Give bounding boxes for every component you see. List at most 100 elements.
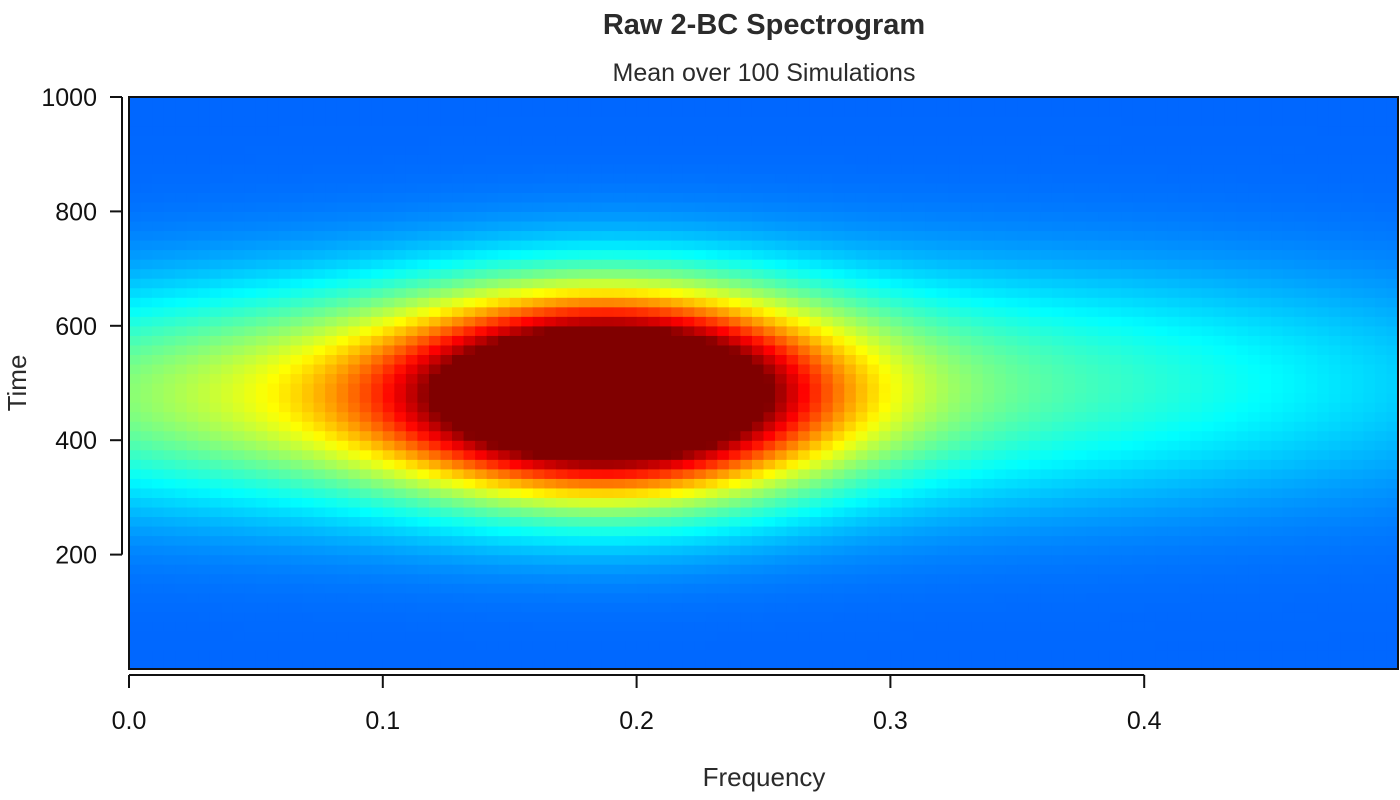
heatmap-cell xyxy=(705,306,718,317)
heatmap-cell xyxy=(890,363,903,375)
heatmap-cell xyxy=(452,173,465,184)
heatmap-cell xyxy=(394,182,407,193)
heatmap-cell xyxy=(694,516,707,527)
heatmap-cell xyxy=(1005,649,1018,661)
heatmap-cell xyxy=(648,240,661,251)
heatmap-cell xyxy=(348,659,361,670)
heatmap-cell xyxy=(936,192,949,203)
heatmap-cell xyxy=(855,526,868,537)
heatmap-cell xyxy=(959,573,972,584)
heatmap-cell xyxy=(140,135,153,146)
heatmap-cell xyxy=(509,516,522,527)
heatmap-cell xyxy=(682,430,695,441)
heatmap-cell xyxy=(775,354,788,365)
heatmap-cell xyxy=(359,592,372,603)
heatmap-cell xyxy=(290,230,303,241)
heatmap-cell xyxy=(244,344,257,355)
heatmap-cell xyxy=(452,649,465,661)
heatmap-cell xyxy=(440,611,453,622)
heatmap-cell xyxy=(844,468,857,479)
heatmap-cell xyxy=(209,630,222,641)
heatmap-cell xyxy=(982,354,995,365)
heatmap-cell xyxy=(867,459,880,470)
heatmap-cell xyxy=(544,144,557,155)
heatmap-cell xyxy=(290,459,303,470)
heatmap-cell xyxy=(1051,240,1065,251)
heatmap-cell xyxy=(405,363,419,375)
heatmap-cell xyxy=(336,554,349,565)
heatmap-cell xyxy=(682,240,695,251)
heatmap-cell xyxy=(936,478,949,489)
heatmap-cell xyxy=(428,297,442,308)
heatmap-cell xyxy=(1074,402,1088,413)
heatmap-cell xyxy=(175,116,188,127)
heatmap-cell xyxy=(1063,268,1076,279)
heatmap-cell xyxy=(925,182,938,193)
heatmap-cell xyxy=(382,182,395,193)
heatmap-cell xyxy=(486,278,499,289)
heatmap-cell xyxy=(832,621,845,632)
heatmap-cell xyxy=(555,564,568,575)
heatmap-cell xyxy=(659,97,672,108)
heatmap-cell xyxy=(244,249,257,260)
heatmap-cell xyxy=(1040,192,1053,203)
heatmap-cell xyxy=(717,344,730,355)
heatmap-cell xyxy=(521,602,534,613)
heatmap-cell xyxy=(751,449,765,460)
heatmap-cell xyxy=(405,192,419,203)
heatmap-cell xyxy=(325,135,338,146)
heatmap-cell xyxy=(809,316,822,327)
heatmap-cell xyxy=(925,154,938,165)
heatmap-cell xyxy=(763,135,776,146)
heatmap-cell xyxy=(751,545,765,556)
heatmap-cell xyxy=(313,116,326,127)
heatmap-cell xyxy=(948,430,961,441)
heatmap-cell xyxy=(1017,468,1030,479)
heatmap-cell xyxy=(186,325,199,336)
heatmap-cell xyxy=(382,402,395,413)
heatmap-cell xyxy=(613,201,626,212)
heatmap-cell xyxy=(1074,259,1088,270)
heatmap-cell xyxy=(198,144,211,155)
heatmap-cell xyxy=(625,220,638,232)
heatmap-cell xyxy=(336,306,349,317)
heatmap-cell xyxy=(636,487,649,498)
heatmap-cell xyxy=(740,116,753,127)
heatmap-cell xyxy=(671,259,684,270)
heatmap-cell xyxy=(936,259,949,270)
heatmap-cell xyxy=(809,135,822,146)
heatmap-cell xyxy=(417,554,430,565)
heatmap-cell xyxy=(209,201,222,212)
heatmap-cell xyxy=(625,182,638,193)
heatmap-cell xyxy=(832,163,845,174)
heatmap-cell xyxy=(1028,478,1041,489)
heatmap-cell xyxy=(844,220,857,232)
heatmap-cell xyxy=(786,478,799,489)
heatmap-cell xyxy=(994,383,1007,394)
heatmap-cell xyxy=(359,335,372,346)
heatmap-cell xyxy=(313,306,326,317)
heatmap-cell xyxy=(348,535,361,546)
heatmap-cell xyxy=(613,478,626,489)
heatmap-cell xyxy=(532,383,545,394)
heatmap-cell xyxy=(728,144,742,155)
heatmap-cell xyxy=(1005,144,1018,155)
heatmap-cell xyxy=(648,611,661,622)
heatmap-cell xyxy=(152,278,165,289)
heatmap-cell xyxy=(751,468,765,479)
heatmap-cell xyxy=(913,535,926,546)
heatmap-cell xyxy=(878,163,891,174)
heatmap-cell xyxy=(209,163,222,174)
heatmap-cell xyxy=(428,554,442,565)
heatmap-cell xyxy=(578,106,592,117)
heatmap-cell xyxy=(544,201,557,212)
heatmap-cell xyxy=(832,344,845,355)
heatmap-cell xyxy=(555,392,568,403)
heatmap-cell xyxy=(486,297,499,308)
heatmap-cell xyxy=(925,516,938,527)
heatmap-cell xyxy=(971,621,984,632)
heatmap-cell xyxy=(140,154,153,165)
heatmap-cell xyxy=(1063,602,1076,613)
heatmap-cell xyxy=(798,363,811,375)
heatmap-cell xyxy=(601,659,615,670)
